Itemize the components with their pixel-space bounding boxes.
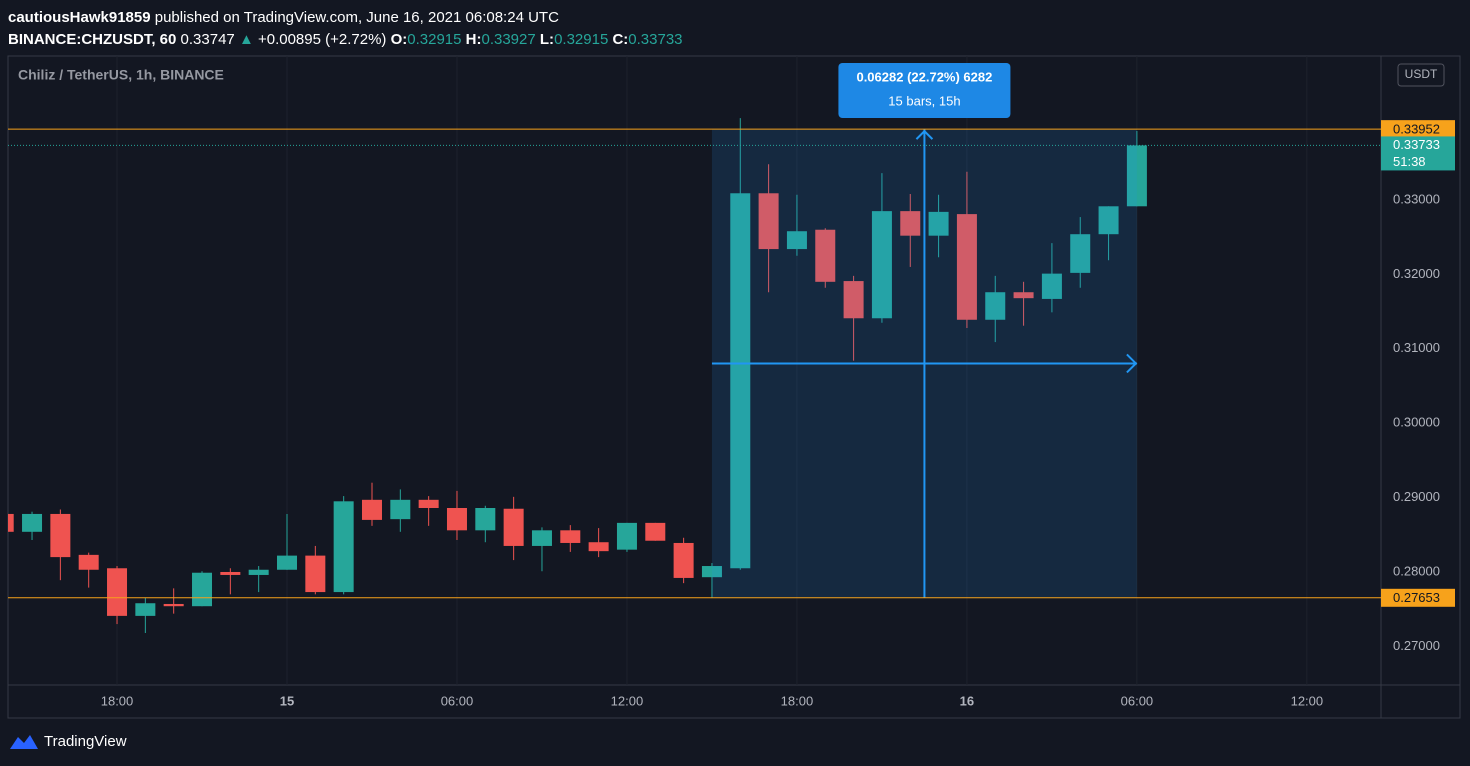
candle-body	[1070, 234, 1091, 273]
price: 0.33747	[180, 31, 235, 48]
level-tag	[1381, 120, 1455, 139]
candle-body	[503, 508, 524, 546]
level-tag	[1381, 588, 1455, 607]
x-tick-label: 06:00	[1121, 693, 1154, 708]
last-price-tag	[1381, 136, 1455, 171]
x-tick-label: 16	[960, 693, 974, 708]
h-label: H:	[465, 31, 482, 48]
candle-body	[1098, 206, 1119, 235]
candle-body	[900, 211, 921, 236]
candle-body	[220, 571, 241, 575]
candle-body	[928, 211, 949, 236]
candle-body	[1126, 145, 1147, 207]
brand: TradingView	[44, 732, 127, 750]
y-tick-label: 0.29000	[1393, 489, 1440, 504]
measure-label-box	[838, 63, 1011, 118]
candle-body	[588, 542, 609, 552]
candle-body	[1041, 273, 1062, 299]
candle-body	[305, 555, 326, 593]
measure-arrow-up	[915, 129, 934, 140]
published: published on TradingView.com, June 16, 2…	[154, 9, 559, 26]
y-tick-label: 0.31000	[1393, 340, 1440, 355]
candle-body	[673, 542, 694, 578]
header: cautiousHawk91859 published on TradingVi…	[8, 7, 683, 51]
candle-body	[22, 513, 43, 532]
candle-body	[446, 507, 467, 531]
candle-body	[361, 499, 382, 520]
candle-body	[616, 522, 637, 550]
publish-line: cautiousHawk91859 published on TradingVi…	[8, 7, 683, 29]
candle-body	[730, 193, 751, 569]
measure-sublabel: 15 bars, 15h	[888, 93, 960, 108]
footer: TradingView	[8, 731, 127, 751]
candle-body	[475, 507, 496, 531]
currency-box	[1397, 63, 1445, 87]
candle-body	[390, 499, 411, 520]
candle-body	[8, 513, 14, 532]
candle-body	[531, 530, 552, 546]
candle-body	[107, 568, 128, 616]
candle-body	[78, 554, 99, 570]
candle-body	[418, 499, 439, 508]
l-label: L:	[539, 31, 555, 48]
candle-body	[786, 231, 807, 250]
x-tick-label: 15	[280, 693, 294, 708]
user: cautiousHawk91859	[8, 9, 151, 26]
y-tick-label: 0.27000	[1393, 638, 1440, 653]
quote-line: BINANCE:CHZUSDT, 60 0.33747 ▲ +0.00895 (…	[8, 29, 683, 51]
frame	[7, 55, 1461, 719]
change: +0.00895 (+2.72%)	[257, 31, 387, 48]
candle-body	[985, 292, 1006, 320]
candle-body	[815, 229, 836, 282]
x-tick-label: 18:00	[781, 693, 814, 708]
level-label: 0.33952	[1393, 122, 1440, 137]
x-tick-label: 12:00	[611, 693, 644, 708]
last-price-label: 0.33733	[1393, 137, 1440, 152]
h: 0.33927	[481, 31, 536, 48]
currency: USDT	[1405, 67, 1438, 81]
candle-body	[701, 566, 722, 578]
y-tick-label: 0.30000	[1393, 415, 1440, 430]
o: 0.32915	[407, 31, 462, 48]
measure-arrow-right	[1126, 353, 1138, 374]
x-tick-label: 18:00	[101, 693, 134, 708]
candle-body	[843, 281, 864, 319]
candle-body	[758, 193, 779, 250]
candle-body	[645, 522, 666, 541]
countdown: 51:38	[1393, 154, 1426, 169]
c-label: C:	[612, 31, 629, 48]
arrow: ▲	[238, 31, 254, 48]
logo	[10, 735, 38, 749]
chart-title: Chiliz / TetherUS, 1h, BINANCE	[18, 67, 224, 83]
y-tick-label: 0.32000	[1393, 266, 1440, 281]
measure-label: 0.06282 (22.72%) 6282	[856, 69, 992, 84]
y-tick-label: 0.33000	[1393, 191, 1440, 206]
candle-body	[248, 569, 269, 575]
x-tick-label: 06:00	[441, 693, 474, 708]
candle-body	[871, 211, 892, 319]
candle-body	[163, 603, 184, 607]
candle-body	[50, 513, 71, 558]
candle-body	[1013, 292, 1034, 299]
o-label: O:	[390, 31, 408, 48]
l: 0.32915	[554, 31, 609, 48]
c: 0.33733	[628, 31, 683, 48]
candle-body	[277, 555, 297, 570]
candle-body	[560, 530, 581, 543]
symbol: BINANCE:CHZUSDT, 60	[8, 31, 177, 48]
candle-body	[956, 214, 977, 320]
candle-body	[333, 501, 354, 593]
candle-body	[135, 603, 156, 616]
x-tick-label: 12:00	[1291, 693, 1324, 708]
candle-body	[192, 572, 213, 607]
y-tick-label: 0.28000	[1393, 563, 1440, 578]
level-label: 0.27653	[1393, 590, 1440, 605]
